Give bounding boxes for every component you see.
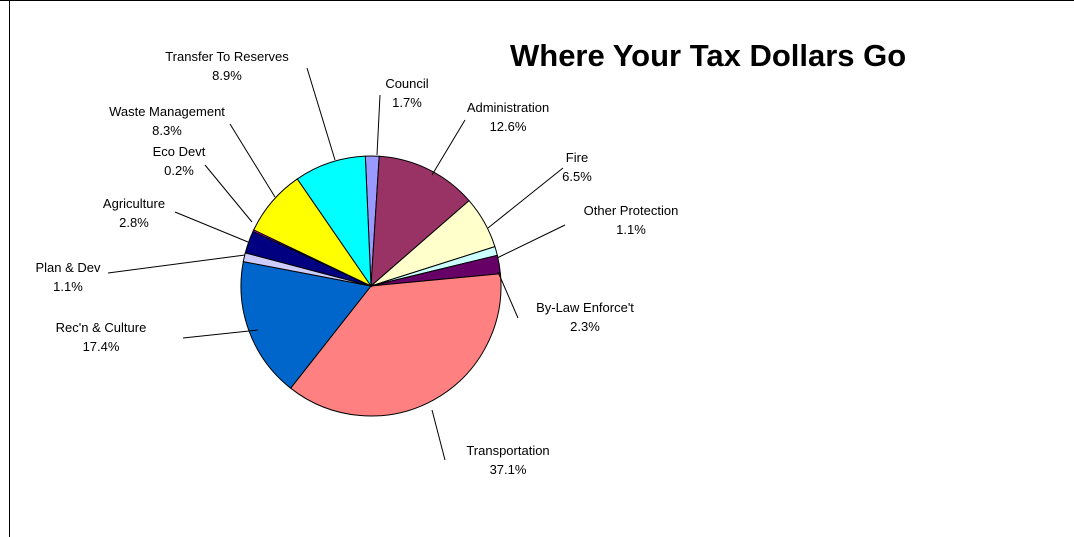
slice-value-agriculture: 2.8%	[119, 215, 149, 230]
slice-value-fire: 6.5%	[562, 169, 592, 184]
leader-lines	[107, 67, 566, 461]
slice-label-agriculture: Agriculture	[103, 196, 165, 211]
slice-label-plan-dev: Plan & Dev	[35, 260, 101, 275]
pie-slice-rec-n-culture	[240, 261, 372, 389]
pie-slice-administration	[370, 155, 470, 288]
leader-line-agriculture	[174, 211, 249, 243]
slice-label-administration: Administration	[467, 100, 549, 115]
leader-line-rec-n-culture	[182, 329, 259, 339]
slice-label-other-protection: Other Protection	[584, 203, 679, 218]
leader-line-transfer-to-reserves	[306, 67, 336, 161]
slice-value-plan-dev: 1.1%	[53, 279, 83, 294]
slice-label-council: Council	[385, 76, 428, 91]
slice-label-by-law-enforce-t: By-Law Enforce't	[536, 300, 634, 315]
leader-line-eco-devt	[204, 164, 253, 223]
leader-line-by-law-enforce-t	[497, 271, 519, 319]
pie-slice-transportation	[289, 273, 502, 417]
slice-value-administration: 12.6%	[490, 119, 527, 134]
slice-value-transfer-to-reserves: 8.9%	[212, 68, 242, 83]
slice-label-rec-n-culture: Rec'n & Culture	[56, 320, 147, 335]
slice-value-transportation: 37.1%	[490, 462, 527, 477]
chart-title: Where Your Tax Dollars Go	[510, 38, 907, 73]
slice-value-eco-devt: 0.2%	[164, 163, 194, 178]
slice-value-rec-n-culture: 17.4%	[83, 339, 120, 354]
leader-line-waste-management	[229, 123, 276, 198]
leader-line-fire	[487, 167, 564, 229]
leader-line-council	[376, 94, 381, 156]
leader-line-plan-dev	[107, 254, 246, 274]
slice-label-eco-devt: Eco Devt	[153, 144, 206, 159]
pie-slice-transfer-to-reserves	[296, 155, 372, 288]
leader-line-administration	[431, 119, 466, 176]
pie-slices	[240, 155, 502, 417]
leader-line-other-protection	[496, 224, 566, 259]
slice-label-fire: Fire	[566, 150, 588, 165]
slice-label-transfer-to-reserves: Transfer To Reserves	[165, 49, 289, 64]
slice-label-waste-management: Waste Management	[109, 104, 225, 119]
slice-value-other-protection: 1.1%	[616, 222, 646, 237]
slice-value-waste-management: 8.3%	[152, 123, 182, 138]
slice-labels: Council 1.7% Administration 12.6% Fire 6.5% Ot…	[35, 49, 678, 477]
slice-value-council: 1.7%	[392, 95, 422, 110]
slice-value-by-law-enforce-t: 2.3%	[570, 319, 600, 334]
leader-line-transportation	[431, 409, 446, 461]
slice-label-transportation: Transportation	[466, 443, 549, 458]
